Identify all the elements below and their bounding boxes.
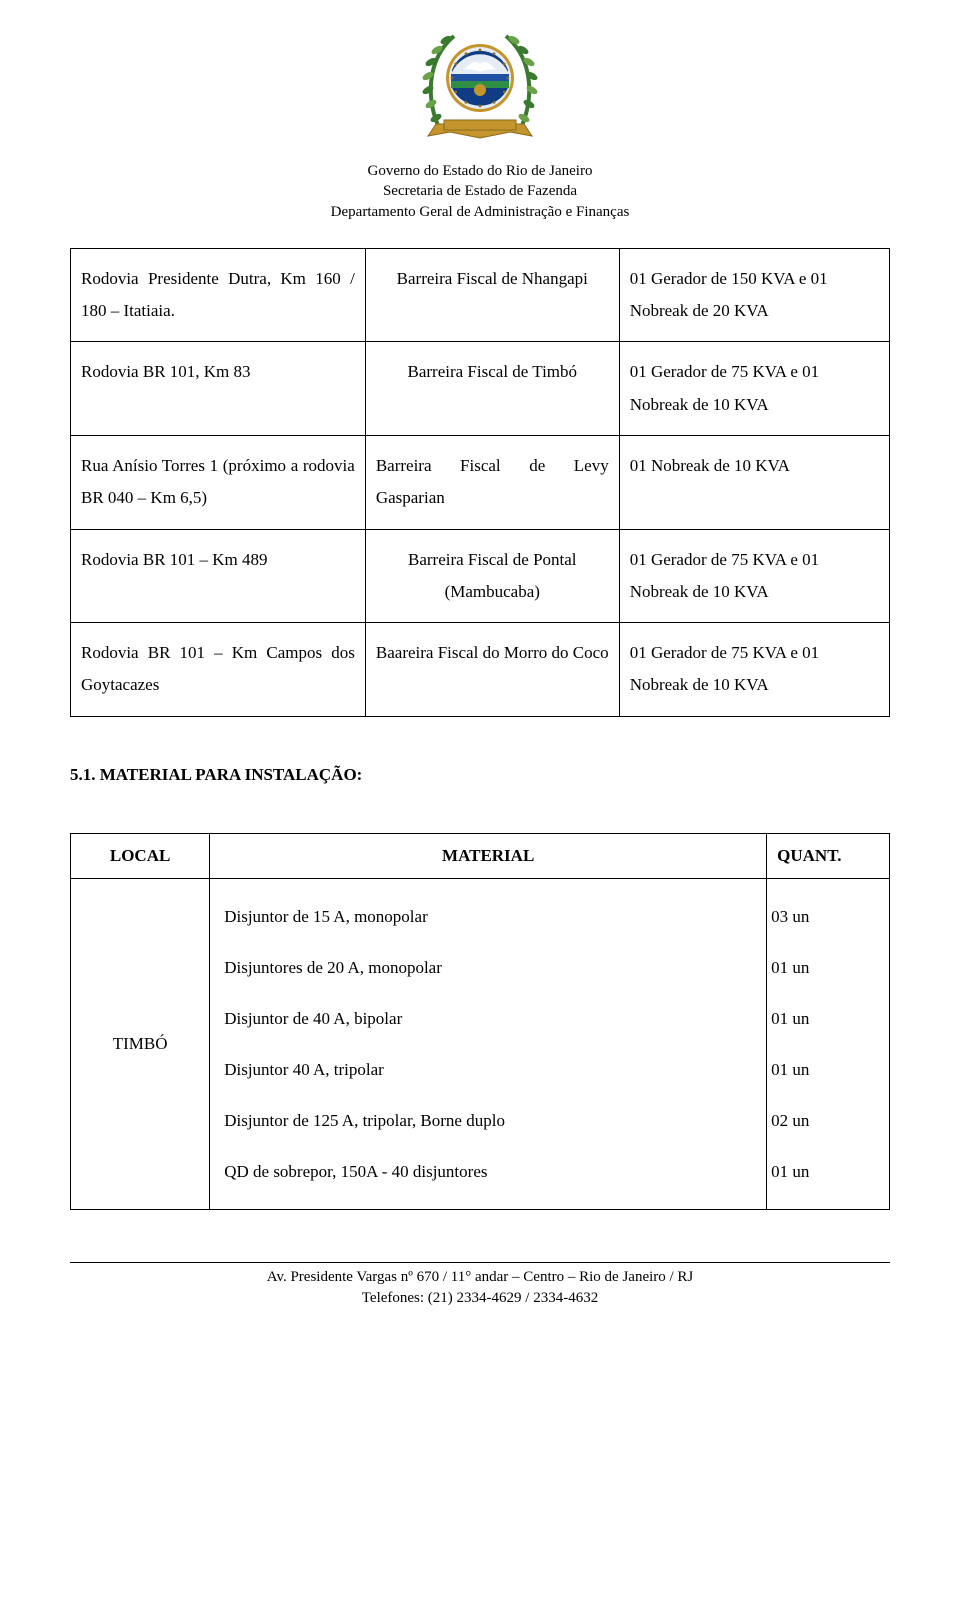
header-line-2: Secretaria de Estado de Fazenda <box>70 181 890 201</box>
section-title: 5.1. MATERIAL PARA INSTALAÇÃO: <box>70 765 890 785</box>
location-cell: Rodovia BR 101 – Km 489 <box>71 529 366 623</box>
header-line-1: Governo do Estado do Rio de Janeiro <box>70 161 890 181</box>
table-header-row: LOCAL MATERIAL QUANT. <box>71 833 890 878</box>
footer-rule <box>70 1262 890 1263</box>
quantity-item: 02 un <box>771 1095 875 1146</box>
footer-line-1: Av. Presidente Vargas nº 670 / 11° andar… <box>70 1267 890 1289</box>
quantity-item: 03 un <box>771 891 875 942</box>
col-material: MATERIAL <box>210 833 767 878</box>
quant-cell: 03 un01 un01 un01 un02 un01 un <box>767 878 890 1209</box>
material-cell: Disjuntor de 15 A, monopolarDisjuntores … <box>210 878 767 1209</box>
material-item: Disjuntor de 125 A, tripolar, Borne dupl… <box>224 1095 752 1146</box>
table-row: Rodovia BR 101 – Km Campos dos Goytacaze… <box>71 623 890 717</box>
quantity-item: 01 un <box>771 1146 875 1197</box>
table-row: Rua Anísio Torres 1 (próximo a rodovia B… <box>71 435 890 529</box>
barrier-cell: Barreira Fiscal de Timbó <box>365 342 619 436</box>
barrier-cell: Baareira Fiscal do Morro do Coco <box>365 623 619 717</box>
footer-line-2: Telefones: (21) 2334-4629 / 2334-4632 <box>70 1288 890 1310</box>
barrier-cell: Barreira Fiscal de Levy Gasparian <box>365 435 619 529</box>
col-local: LOCAL <box>71 833 210 878</box>
locations-table: Rodovia Presidente Dutra, Km 160 / 180 –… <box>70 248 890 717</box>
equipment-cell: 01 Gerador de 75 KVA e 01 Nobreak de 10 … <box>619 342 889 436</box>
location-cell: Rodovia Presidente Dutra, Km 160 / 180 –… <box>71 248 366 342</box>
quantity-item: 01 un <box>771 942 875 993</box>
state-emblem-icon <box>414 20 546 153</box>
location-cell: Rua Anísio Torres 1 (próximo a rodovia B… <box>71 435 366 529</box>
location-cell: Rodovia BR 101 – Km Campos dos Goytacaze… <box>71 623 366 717</box>
emblem-container <box>70 20 890 153</box>
material-item: Disjuntor 40 A, tripolar <box>224 1044 752 1095</box>
document-header: Governo do Estado do Rio de Janeiro Secr… <box>70 161 890 222</box>
table-row: Rodovia BR 101 – Km 489Barreira Fiscal d… <box>71 529 890 623</box>
quantity-item: 01 un <box>771 1044 875 1095</box>
barrier-cell: Barreira Fiscal de Nhangapi <box>365 248 619 342</box>
material-item: Disjuntores de 20 A, monopolar <box>224 942 752 993</box>
barrier-cell: Barreira Fiscal de Pontal (Mambucaba) <box>365 529 619 623</box>
header-line-3: Departamento Geral de Administração e Fi… <box>70 202 890 222</box>
equipment-cell: 01 Gerador de 75 KVA e 01 Nobreak de 10 … <box>619 529 889 623</box>
page-footer: Av. Presidente Vargas nº 670 / 11° andar… <box>70 1262 890 1311</box>
quantity-item: 01 un <box>771 993 875 1044</box>
table-row: Rodovia BR 101, Km 83Barreira Fiscal de … <box>71 342 890 436</box>
col-quant: QUANT. <box>767 833 890 878</box>
equipment-cell: 01 Gerador de 150 KVA e 01 Nobreak de 20… <box>619 248 889 342</box>
table-row: TIMBÓ Disjuntor de 15 A, monopolarDisjun… <box>71 878 890 1209</box>
table-row: Rodovia Presidente Dutra, Km 160 / 180 –… <box>71 248 890 342</box>
material-item: Disjuntor de 15 A, monopolar <box>224 891 752 942</box>
material-table: LOCAL MATERIAL QUANT. TIMBÓ Disjuntor de… <box>70 833 890 1210</box>
material-item: QD de sobrepor, 150A - 40 disjuntores <box>224 1146 752 1197</box>
local-cell: TIMBÓ <box>71 878 210 1209</box>
equipment-cell: 01 Gerador de 75 KVA e 01 Nobreak de 10 … <box>619 623 889 717</box>
location-cell: Rodovia BR 101, Km 83 <box>71 342 366 436</box>
material-item: Disjuntor de 40 A, bipolar <box>224 993 752 1044</box>
equipment-cell: 01 Nobreak de 10 KVA <box>619 435 889 529</box>
